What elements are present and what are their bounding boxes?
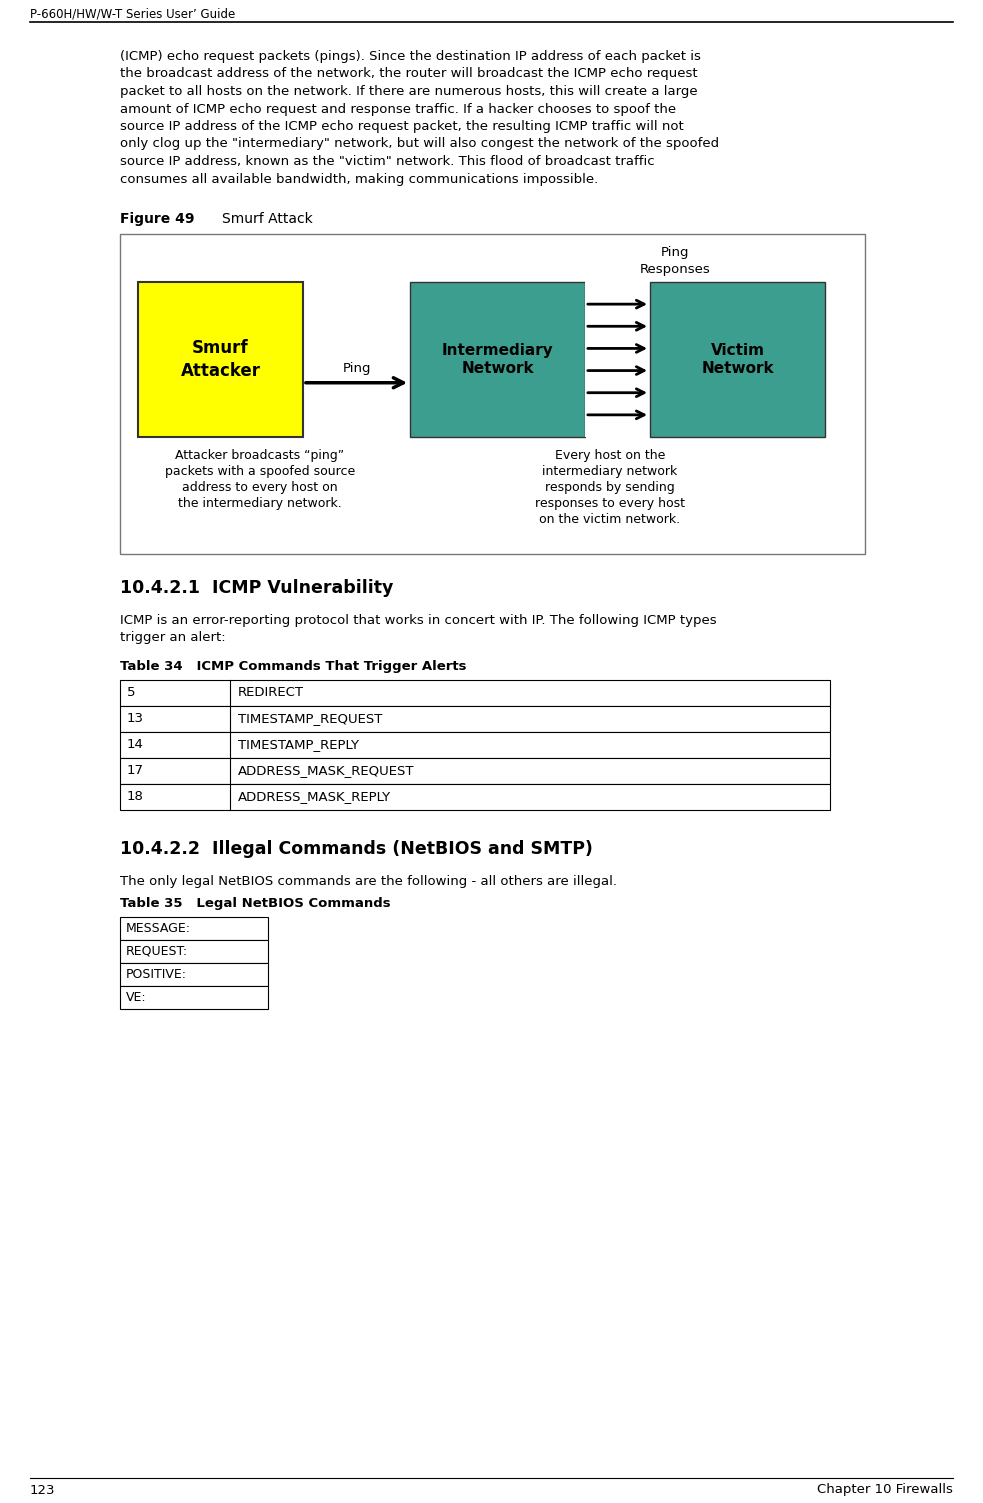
Text: address to every host on: address to every host on xyxy=(182,481,338,494)
Text: trigger an alert:: trigger an alert: xyxy=(120,631,226,643)
Bar xyxy=(120,679,830,706)
Text: packets with a spoofed source: packets with a spoofed source xyxy=(165,464,355,478)
Text: responses to every host: responses to every host xyxy=(535,497,685,510)
Text: POSITIVE:: POSITIVE: xyxy=(126,968,187,981)
Text: (ICMP) echo request packets (pings). Since the destination IP address of each pa: (ICMP) echo request packets (pings). Sin… xyxy=(120,50,701,63)
Text: Smurf
Attacker: Smurf Attacker xyxy=(181,340,260,380)
Text: TIMESTAMP_REQUEST: TIMESTAMP_REQUEST xyxy=(238,712,382,726)
Bar xyxy=(410,283,585,437)
Text: P-660H/HW/W-T Series User’ Guide: P-660H/HW/W-T Series User’ Guide xyxy=(30,8,235,21)
Text: ADDRESS_MASK_REPLY: ADDRESS_MASK_REPLY xyxy=(238,791,391,804)
Text: 18: 18 xyxy=(127,791,144,804)
Bar xyxy=(138,283,303,437)
Bar xyxy=(120,917,268,939)
Text: packet to all hosts on the network. If there are numerous hosts, this will creat: packet to all hosts on the network. If t… xyxy=(120,86,698,98)
Text: Figure 49: Figure 49 xyxy=(120,212,195,225)
Text: Table 34   ICMP Commands That Trigger Alerts: Table 34 ICMP Commands That Trigger Aler… xyxy=(120,660,467,673)
Text: the broadcast address of the network, the router will broadcast the ICMP echo re: the broadcast address of the network, th… xyxy=(120,68,698,81)
Text: VE:: VE: xyxy=(126,990,146,1004)
Text: Smurf Attack: Smurf Attack xyxy=(222,212,313,225)
Text: Table 35   Legal NetBIOS Commands: Table 35 Legal NetBIOS Commands xyxy=(120,897,390,909)
Text: 123: 123 xyxy=(30,1483,55,1497)
Bar xyxy=(120,732,830,758)
Text: Chapter 10 Firewalls: Chapter 10 Firewalls xyxy=(817,1483,953,1497)
Text: 10.4.2.2  Illegal Commands (NetBIOS and SMTP): 10.4.2.2 Illegal Commands (NetBIOS and S… xyxy=(120,840,593,858)
Bar xyxy=(650,283,825,437)
Text: 5: 5 xyxy=(127,687,136,699)
Text: the intermediary network.: the intermediary network. xyxy=(178,497,342,510)
Bar xyxy=(120,758,830,785)
Bar xyxy=(120,963,268,986)
Bar xyxy=(585,283,650,437)
Bar xyxy=(120,706,830,732)
Text: Ping: Ping xyxy=(342,362,371,374)
Text: amount of ICMP echo request and response traffic. If a hacker chooses to spoof t: amount of ICMP echo request and response… xyxy=(120,102,676,116)
Text: Intermediary
Network: Intermediary Network xyxy=(441,343,553,376)
Text: MESSAGE:: MESSAGE: xyxy=(126,921,191,935)
Text: 13: 13 xyxy=(127,712,144,726)
Text: REQUEST:: REQUEST: xyxy=(126,945,188,957)
Text: intermediary network: intermediary network xyxy=(543,464,677,478)
Bar xyxy=(120,939,268,963)
Text: 17: 17 xyxy=(127,765,144,777)
Text: source IP address of the ICMP echo request packet, the resulting ICMP traffic wi: source IP address of the ICMP echo reque… xyxy=(120,120,684,132)
Text: TIMESTAMP_REPLY: TIMESTAMP_REPLY xyxy=(238,738,359,752)
Bar xyxy=(120,785,830,810)
Text: Ping
Responses: Ping Responses xyxy=(640,246,711,277)
Text: Every host on the: Every host on the xyxy=(554,449,665,461)
Text: 14: 14 xyxy=(127,738,144,752)
Bar xyxy=(120,234,865,555)
Text: responds by sending: responds by sending xyxy=(546,481,675,494)
Text: ICMP is an error-reporting protocol that works in concert with IP. The following: ICMP is an error-reporting protocol that… xyxy=(120,615,717,627)
Text: REDIRECT: REDIRECT xyxy=(238,687,304,699)
Text: The only legal NetBIOS commands are the following - all others are illegal.: The only legal NetBIOS commands are the … xyxy=(120,875,617,888)
Text: 10.4.2.1  ICMP Vulnerability: 10.4.2.1 ICMP Vulnerability xyxy=(120,579,393,597)
Text: ADDRESS_MASK_REQUEST: ADDRESS_MASK_REQUEST xyxy=(238,765,415,777)
Text: Attacker broadcasts “ping”: Attacker broadcasts “ping” xyxy=(175,449,345,461)
Text: Victim
Network: Victim Network xyxy=(701,343,774,376)
Bar xyxy=(120,986,268,1009)
Text: consumes all available bandwidth, making communications impossible.: consumes all available bandwidth, making… xyxy=(120,173,599,185)
Text: source IP address, known as the "victim" network. This flood of broadcast traffi: source IP address, known as the "victim"… xyxy=(120,155,655,168)
Text: only clog up the "intermediary" network, but will also congest the network of th: only clog up the "intermediary" network,… xyxy=(120,137,720,150)
Text: on the victim network.: on the victim network. xyxy=(540,513,680,526)
